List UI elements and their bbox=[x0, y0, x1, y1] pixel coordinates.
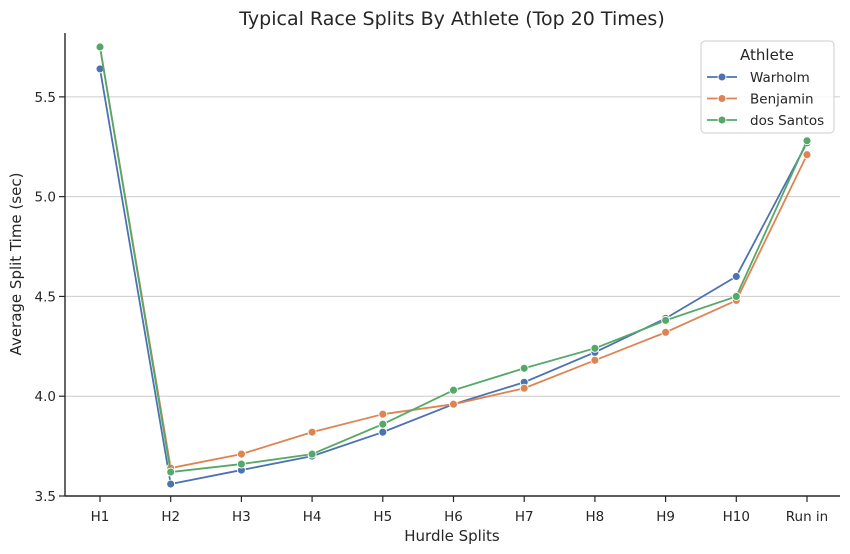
data-point bbox=[590, 343, 600, 353]
y-tick-label: 5.5 bbox=[35, 90, 56, 106]
y-tick-label: 4.5 bbox=[35, 289, 56, 305]
data-point bbox=[307, 449, 317, 459]
data-point bbox=[307, 427, 317, 437]
legend-entry: Benjamin bbox=[707, 92, 814, 108]
y-tick-label: 3.5 bbox=[35, 489, 56, 505]
data-point bbox=[378, 419, 388, 429]
x-tick-label: H6 bbox=[444, 509, 463, 525]
series-line bbox=[99, 68, 808, 485]
series-dos-santos bbox=[95, 42, 812, 477]
legend-label: Benjamin bbox=[750, 92, 814, 108]
y-tick-label: 4.0 bbox=[35, 389, 56, 405]
data-point bbox=[378, 427, 388, 437]
x-tick-label: H10 bbox=[723, 509, 750, 525]
data-point bbox=[449, 385, 458, 395]
legend-entry: dos Santos bbox=[707, 113, 824, 129]
data-point bbox=[166, 479, 176, 489]
legend-entry: Warholm bbox=[707, 70, 810, 86]
data-point bbox=[661, 327, 671, 337]
data-point bbox=[236, 449, 246, 459]
legend-title: Athlete bbox=[740, 46, 794, 64]
x-tick-label: H9 bbox=[656, 509, 675, 525]
data-point bbox=[661, 315, 671, 325]
x-tick-label: H7 bbox=[515, 509, 534, 525]
legend-label: Warholm bbox=[750, 70, 810, 86]
x-tick-label: H8 bbox=[586, 509, 605, 525]
data-point bbox=[731, 291, 741, 301]
legend-box bbox=[700, 40, 835, 134]
ticks: 3.5 4.0 4.5 5.0 5.5 H1 H2 H3 H4 H5 H6 H7 H8 H9 H10 Run … bbox=[35, 90, 829, 525]
x-tick-label: H4 bbox=[303, 509, 322, 525]
series bbox=[95, 42, 812, 489]
legend-swatch-marker bbox=[717, 72, 727, 82]
x-tick-label: H5 bbox=[373, 509, 392, 525]
data-point bbox=[236, 459, 246, 469]
legend: Athlete Warholm Benjamin dos Santos bbox=[700, 40, 835, 134]
x-tick-label: Run in bbox=[786, 509, 828, 525]
axes bbox=[64, 33, 840, 497]
data-point bbox=[519, 363, 529, 373]
x-tick-label: H3 bbox=[232, 509, 251, 525]
data-point bbox=[378, 409, 388, 419]
data-point bbox=[731, 272, 741, 281]
x-axis-label: Hurdle Splits bbox=[404, 527, 500, 545]
data-point bbox=[449, 399, 458, 409]
x-tick-label: H1 bbox=[91, 509, 110, 525]
legend-label: dos Santos bbox=[750, 113, 824, 129]
data-point bbox=[590, 355, 600, 365]
data-point bbox=[802, 136, 812, 146]
x-tick-label: H2 bbox=[161, 509, 180, 525]
chart-title: Typical Race Splits By Athlete (Top 20 T… bbox=[238, 8, 664, 30]
y-axis-label: Average Split Time (sec) bbox=[7, 173, 25, 356]
legend-swatch-marker bbox=[717, 94, 727, 103]
data-point bbox=[95, 42, 105, 52]
y-tick-label: 5.0 bbox=[35, 190, 56, 206]
data-point bbox=[166, 467, 176, 477]
data-point bbox=[802, 150, 812, 160]
data-point bbox=[519, 383, 529, 393]
legend-swatch-marker bbox=[717, 115, 727, 125]
grid bbox=[65, 96, 840, 397]
